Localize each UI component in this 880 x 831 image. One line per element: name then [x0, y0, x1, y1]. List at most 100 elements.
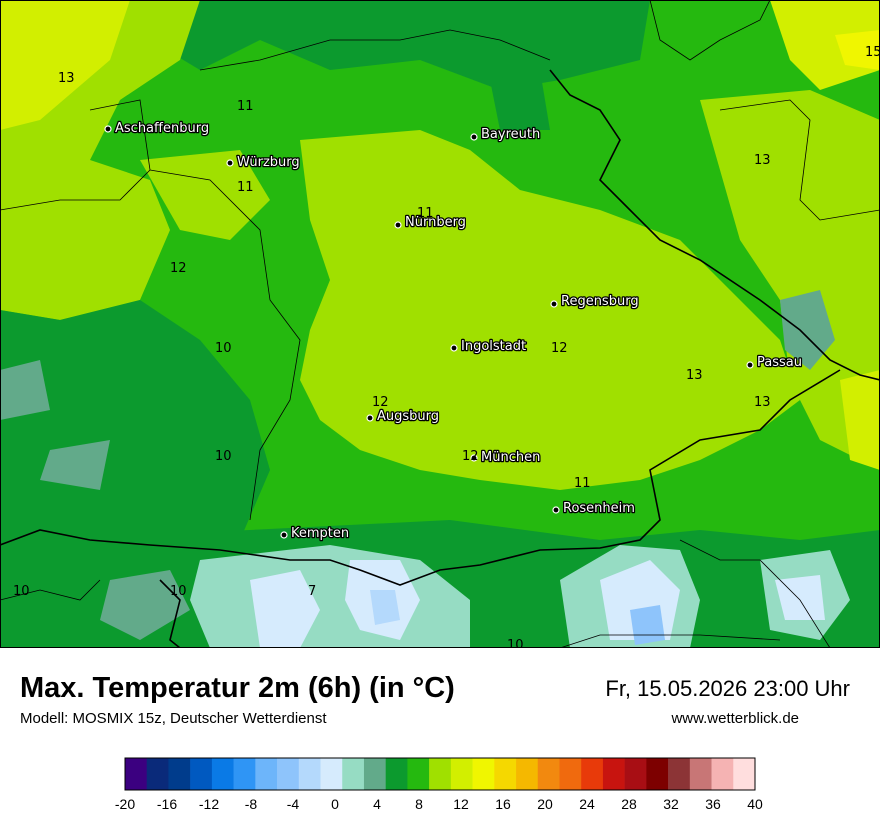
value-label: 15 [865, 45, 880, 60]
temp-zone-southwest-cool [0, 360, 50, 420]
temperature-map: Aschaffenburg Würzburg Bayreuth Nürnberg… [0, 0, 880, 648]
city-marker [470, 454, 478, 462]
legend-color-step [320, 758, 343, 790]
city-label: München [481, 450, 540, 465]
legend-tick-label: -12 [199, 796, 219, 812]
value-label: 11 [574, 476, 591, 491]
value-label: 13 [754, 153, 771, 168]
city-marker [552, 506, 560, 514]
legend-tick-label: -16 [157, 796, 177, 812]
city-marker [280, 531, 288, 539]
city-marker [746, 361, 754, 369]
legend-tick-label: 8 [415, 796, 423, 812]
legend-tick-label: 16 [495, 796, 511, 812]
city-label: Regensburg [561, 294, 639, 309]
legend-color-step [624, 758, 647, 790]
legend-tick-label: 40 [747, 796, 763, 812]
value-label: 11 [237, 180, 254, 195]
value-label: 13 [58, 71, 75, 86]
legend-color-step [581, 758, 604, 790]
city-nuernberg: Nürnberg [394, 214, 467, 231]
legend-color-step [472, 758, 495, 790]
legend-color-step [711, 758, 734, 790]
legend-tick-label: 20 [537, 796, 553, 812]
east-cool-patch [780, 290, 835, 370]
temp-zone-northeast-peak [835, 30, 880, 70]
city-marker [104, 125, 112, 133]
temp-zone-northeast [770, 0, 880, 90]
legend-color-step [342, 758, 365, 790]
legend-color-step [298, 758, 321, 790]
legend-frame [124, 757, 756, 791]
city-marker [450, 344, 458, 352]
city-label: Nürnberg [405, 215, 466, 230]
city-passau: Passau [746, 354, 803, 371]
color-legend: -20 -16 -12 -8 -4 0 4 8 12 16 20 24 28 32 36 40 [112, 756, 772, 826]
city-augsburg: Augsburg [366, 408, 440, 425]
color-legend-scale: -20 -16 -12 -8 -4 0 4 8 12 16 20 24 28 32 36 40 [115, 757, 763, 812]
city-bayreuth: Bayreuth [470, 126, 542, 143]
temp-zone-north [150, 0, 650, 90]
temp-zone-central [300, 130, 800, 490]
website-link[interactable]: www.wetterblick.de [671, 710, 799, 727]
legend-color-step [211, 758, 234, 790]
city-marker [470, 133, 478, 141]
value-label: 11 [237, 99, 254, 114]
north-cool-patch [490, 70, 550, 130]
map-subtitle: Modell: MOSMIX 15z, Deutscher Wetterdien… [20, 710, 327, 727]
legend-color-step [407, 758, 430, 790]
legend-tick-label: -4 [287, 796, 300, 812]
legend-tick-label: 4 [373, 796, 381, 812]
city-regensburg: Regensburg [550, 293, 640, 310]
border-state-northeast [649, 0, 771, 61]
city-label: Augsburg [377, 409, 439, 424]
value-labels: 13 11 11 13 11 12 10 12 13 13 12 10 12 1… [13, 45, 880, 648]
value-label: 10 [170, 584, 187, 599]
border-southwest-internal [0, 579, 101, 601]
value-label: 10 [13, 584, 30, 599]
city-wuerzburg: Würzburg [226, 154, 301, 171]
legend-tick-label: 36 [705, 796, 721, 812]
border-state-east [719, 99, 880, 221]
value-label: 10 [215, 341, 232, 356]
legend-tick-label: 28 [621, 796, 637, 812]
city-marker [550, 300, 558, 308]
legend-color-step [559, 758, 582, 790]
legend-color-step [668, 758, 691, 790]
legend-tick-label: -8 [245, 796, 258, 812]
city-label: Kempten [291, 526, 349, 541]
value-label: 13 [686, 368, 703, 383]
value-label: 12 [551, 341, 568, 356]
city-marker [394, 221, 402, 229]
map-title: Max. Temperatur 2m (6h) (in °C) [20, 672, 455, 704]
value-label: 12 [462, 449, 479, 464]
border-state-west [0, 99, 151, 211]
border-south-internal [559, 634, 781, 648]
city-label: Ingolstadt [461, 339, 526, 354]
legend-color-step [363, 758, 386, 790]
border-state-north [199, 29, 551, 71]
temp-zone-east [700, 90, 880, 470]
legend-color-step [429, 758, 452, 790]
alpine-cold-8 [630, 605, 665, 645]
border-germany-czech [549, 69, 880, 381]
legend-color-step [233, 758, 256, 790]
state-borders [0, 0, 880, 648]
city-label: Würzburg [237, 155, 300, 170]
border-germany-austria [0, 369, 841, 586]
legend-color-step [646, 758, 669, 790]
value-label: 13 [754, 395, 771, 410]
value-label: 12 [170, 261, 187, 276]
legend-color-step [385, 758, 408, 790]
legend-tick-label: 32 [663, 796, 679, 812]
legend-color-step [689, 758, 712, 790]
temp-zone-southwest [0, 300, 270, 560]
value-label: 7 [308, 584, 316, 599]
city-label: Bayreuth [481, 127, 540, 142]
alpine-cold-3 [250, 570, 320, 648]
legend-color-step [146, 758, 169, 790]
legend-color-step [168, 758, 191, 790]
legend-color-step [277, 758, 300, 790]
city-label: Aschaffenburg [115, 121, 209, 136]
legend-tick-label: -20 [115, 796, 135, 812]
